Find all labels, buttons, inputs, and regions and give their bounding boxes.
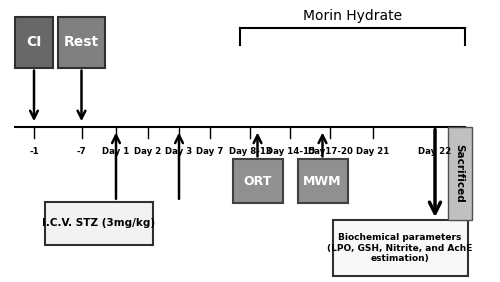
Text: Day 22: Day 22 [418,147,452,156]
Text: ORT: ORT [244,175,272,188]
Text: Day 1: Day 1 [102,147,130,156]
FancyBboxPatch shape [232,159,282,203]
Text: Day 3: Day 3 [166,147,192,156]
Text: Rest: Rest [64,35,99,49]
FancyBboxPatch shape [448,127,471,220]
Text: Morin Hydrate: Morin Hydrate [303,8,402,23]
FancyBboxPatch shape [298,159,348,203]
Text: Day 21: Day 21 [356,147,389,156]
FancyBboxPatch shape [45,202,152,245]
Text: CI: CI [26,35,42,49]
Text: I.C.V. STZ (3mg/kg): I.C.V. STZ (3mg/kg) [42,219,156,228]
Text: -1: -1 [29,147,39,156]
Text: MWM: MWM [303,175,342,188]
FancyBboxPatch shape [15,17,52,68]
Text: Biochemical parameters
(LPO, GSH, Nitrite, and AchE
estimation): Biochemical parameters (LPO, GSH, Nitrit… [328,233,472,263]
Text: Day 2: Day 2 [134,147,161,156]
FancyBboxPatch shape [332,220,468,276]
FancyBboxPatch shape [58,17,105,68]
Text: Day 14-15: Day 14-15 [266,147,314,156]
Text: Sacrificed: Sacrificed [454,144,464,203]
Text: Day 7: Day 7 [196,147,224,156]
Text: Day17-20: Day17-20 [307,147,353,156]
Text: -7: -7 [76,147,86,156]
Text: Day 8-13: Day 8-13 [228,147,272,156]
